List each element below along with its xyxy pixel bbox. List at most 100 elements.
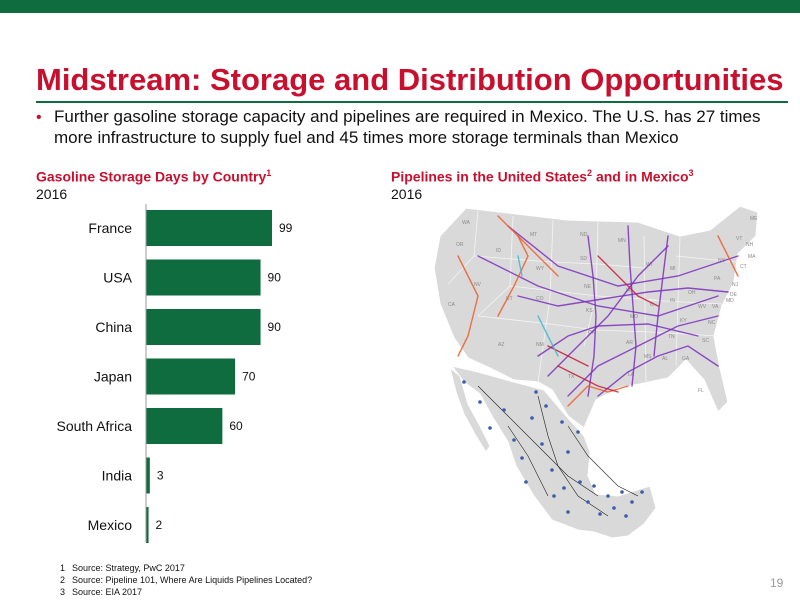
state-label: UT	[506, 296, 513, 302]
state-label: PA	[714, 276, 721, 282]
terminal-point	[462, 380, 466, 384]
terminal-point	[502, 408, 506, 412]
terminal-point	[630, 500, 634, 504]
state-label: OR	[456, 242, 464, 248]
mexico-map	[449, 365, 657, 539]
bar-france	[146, 210, 272, 246]
data-label: 70	[242, 370, 256, 384]
state-label: DE	[730, 292, 738, 298]
state-label: NE	[584, 284, 592, 290]
terminal-point	[562, 486, 566, 490]
state-label: GA	[682, 356, 690, 362]
pipeline-line	[537, 315, 559, 357]
footnote: 3 Source: EIA 2017	[60, 587, 143, 597]
state-label: NM	[536, 342, 544, 348]
map-title-part1: Pipelines in the United States	[391, 168, 588, 185]
terminal-point	[592, 484, 596, 488]
data-label: 3	[157, 469, 164, 483]
state-label: MS	[644, 354, 652, 360]
category-label: India	[102, 468, 133, 484]
terminal-point	[576, 430, 580, 434]
chart-year: 2016	[36, 186, 68, 202]
state-label: WV	[698, 304, 707, 310]
data-label: 99	[279, 221, 293, 235]
pipeline-line	[597, 345, 719, 397]
state-label: TX	[568, 374, 575, 380]
state-label: IN	[670, 298, 675, 304]
data-label: 90	[268, 271, 282, 285]
terminal-point	[544, 404, 548, 408]
pipeline-line	[497, 215, 559, 277]
state-label: KY	[680, 318, 687, 324]
state-label: NV	[474, 282, 482, 288]
mexico-pipeline-line	[567, 425, 639, 497]
state-label: MI	[670, 266, 676, 272]
pipeline-line	[653, 235, 669, 357]
pipeline-line	[627, 225, 637, 387]
terminal-point	[540, 442, 544, 446]
footnote: 1 Source: Strategy, PwC 2017	[60, 563, 185, 573]
state-label: OH	[688, 290, 696, 296]
state-label: SC	[702, 338, 709, 344]
terminal-point	[524, 480, 528, 484]
pipeline-line	[507, 225, 739, 287]
bar-japan	[146, 358, 236, 395]
data-label: 60	[229, 419, 243, 433]
state-label: KS	[586, 308, 593, 314]
bar-south-africa	[146, 408, 223, 444]
state-label: ID	[496, 248, 501, 254]
terminal-point	[578, 480, 582, 484]
terminal-point	[488, 426, 492, 430]
state-label: MN	[618, 238, 626, 244]
bar-china	[146, 309, 261, 345]
state-label: WY	[536, 266, 545, 272]
pipeline-line	[557, 365, 619, 393]
state-label: AR	[626, 340, 633, 346]
terminal-point	[624, 514, 628, 518]
map-title-ref1: 2	[587, 168, 593, 178]
terminal-point	[478, 400, 482, 404]
baja-peninsula	[449, 366, 491, 453]
terminal-point	[612, 506, 616, 510]
category-label: USA	[103, 270, 132, 286]
pipeline-line	[567, 315, 719, 397]
category-label: Japan	[94, 369, 132, 385]
terminal-point	[620, 490, 624, 494]
mexico-terminals	[462, 380, 644, 518]
terminal-point	[640, 490, 644, 494]
pipeline-line	[567, 385, 629, 407]
pipeline-line	[517, 255, 523, 277]
category-label: France	[88, 220, 132, 236]
chart-title-text: Gasoline Storage Days by Country	[36, 168, 267, 185]
mexico-pipeline-line	[477, 385, 599, 497]
bar-india	[146, 457, 150, 494]
state-label: NH	[746, 242, 754, 248]
bullet-text: Further gasoline storage capacity and pi…	[54, 107, 761, 147]
terminal-point	[530, 416, 534, 420]
category-label: Mexico	[88, 517, 133, 533]
state-label: WA	[462, 220, 471, 226]
pipeline-line	[517, 287, 729, 307]
terminal-point	[520, 456, 524, 460]
state-label: NC	[708, 320, 716, 326]
state-label: MD	[726, 298, 734, 304]
mexico-pipeline-line	[507, 425, 549, 497]
terminal-point	[560, 420, 564, 424]
bullet-marker: •	[36, 109, 42, 126]
state-label: CT	[740, 264, 747, 270]
terminal-point	[566, 450, 570, 454]
state-label: LA	[628, 372, 635, 378]
data-label: 90	[268, 320, 282, 334]
map-year: 2016	[391, 186, 423, 202]
bar-mexico	[146, 507, 149, 543]
terminal-point	[606, 494, 610, 498]
state-label: ME	[750, 216, 758, 222]
chart-title: Gasoline Storage Days by Country1	[36, 168, 271, 185]
category-label: South Africa	[57, 418, 133, 434]
chart-title-ref: 1	[266, 168, 272, 178]
terminal-point	[586, 500, 590, 504]
slide-title: Midstream: Storage and Distribution Oppo…	[36, 62, 784, 97]
bar-usa	[146, 259, 261, 296]
